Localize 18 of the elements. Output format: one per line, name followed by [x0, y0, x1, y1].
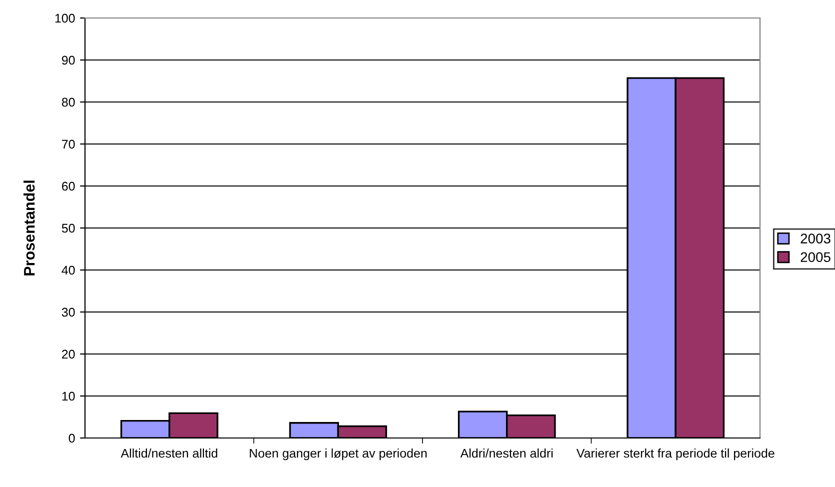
y-tick-label: 70	[62, 140, 75, 149]
y-tick-label: 10	[62, 392, 75, 401]
y-tick-label: 60	[62, 182, 75, 191]
x-tick-label: Alltid/nesten alltid	[120, 448, 218, 458]
legend-label: 2003	[800, 234, 830, 244]
legend-label: 2005	[800, 252, 830, 262]
y-axis-title: Prosentandel	[24, 180, 35, 276]
y-tick-label: 0	[68, 434, 75, 443]
y-tick-label: 100	[55, 14, 75, 23]
y-tick-label: 80	[62, 98, 75, 107]
x-tick-label: Noen ganger i løpet av perioden	[250, 448, 427, 460]
y-tick-label: 50	[62, 224, 75, 233]
x-tick-label: Varierer sterkt fra periode til periode	[576, 448, 774, 460]
y-tick-label: 90	[62, 56, 75, 65]
y-tick-label: 30	[62, 308, 75, 317]
y-tick-label: 20	[62, 350, 75, 359]
x-tick-label: Aldri/nesten aldri	[460, 448, 553, 458]
y-tick-label: 40	[62, 266, 75, 275]
